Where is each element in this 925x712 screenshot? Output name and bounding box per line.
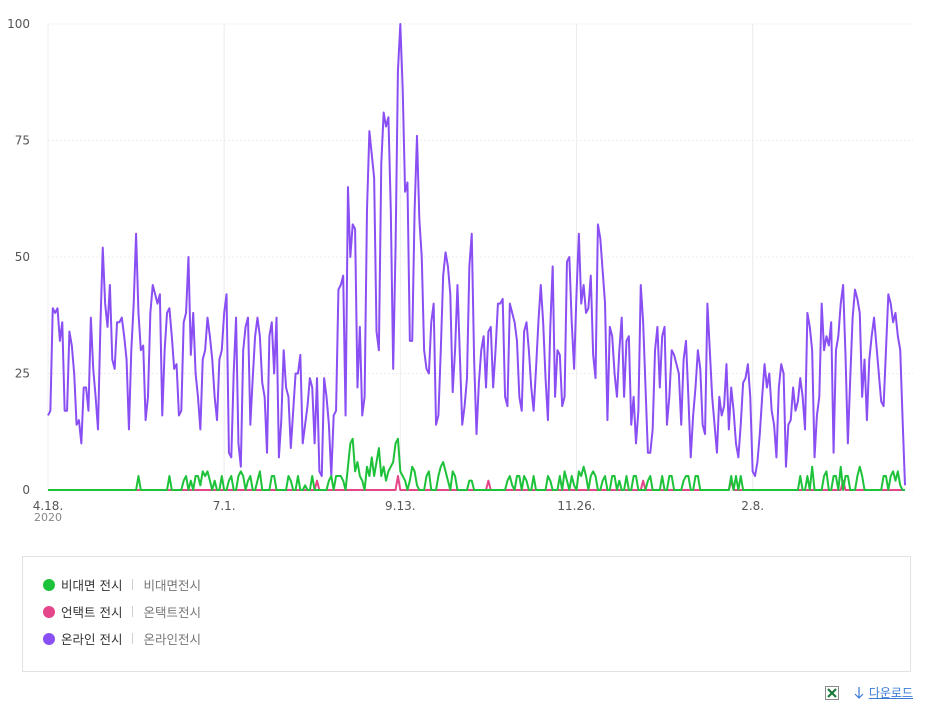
download-link[interactable]: 다운로드 [868, 686, 913, 700]
footer: 다운로드 [824, 684, 913, 701]
x-tick-label: 7.1. [213, 499, 236, 513]
y-tick-label: 75 [15, 134, 30, 148]
legend-keywords: 온라인전시 [143, 632, 201, 647]
series-line [48, 437, 905, 491]
series-line [48, 475, 905, 491]
legend-swatch [43, 632, 55, 645]
x-tick-label: 11.26. [557, 499, 595, 513]
legend-keywords: 온택트전시 [143, 605, 201, 620]
x-tick-label: 4.18. [33, 499, 64, 513]
y-tick-label: 50 [15, 250, 30, 264]
excel-icon[interactable] [824, 685, 839, 700]
y-tick-label: 0 [22, 483, 30, 497]
x-year-label: 2020 [34, 511, 62, 524]
legend-keywords: 비대면전시 [143, 578, 201, 593]
chart: 2020 0 25 50 75 100 4.18. 7.1. 9.13. 11.26. 2.8. [7, 17, 913, 524]
legend-label: 비대면 전시 [61, 578, 123, 593]
legend-label: 언택트 전시 [61, 605, 123, 620]
y-tick-label: 25 [15, 367, 30, 381]
legend-swatch [43, 578, 55, 591]
legend-item: 비대면 전시 비대면전시 [43, 571, 890, 598]
x-tick-label: 2.8. [741, 499, 764, 513]
legend-swatch [43, 605, 55, 618]
legend-item: 온라인 전시 온라인전시 [43, 625, 890, 652]
legend-separator [132, 579, 134, 590]
x-tick-label: 9.13. [385, 499, 416, 513]
legend-item: 언택트 전시 온택트전시 [43, 598, 890, 625]
y-tick-label: 100 [7, 17, 30, 31]
legend-label: 온라인 전시 [61, 632, 123, 647]
legend-separator [132, 606, 134, 617]
series-line [47, 23, 906, 486]
legend-separator [132, 633, 134, 644]
download-icon[interactable] [853, 686, 865, 700]
